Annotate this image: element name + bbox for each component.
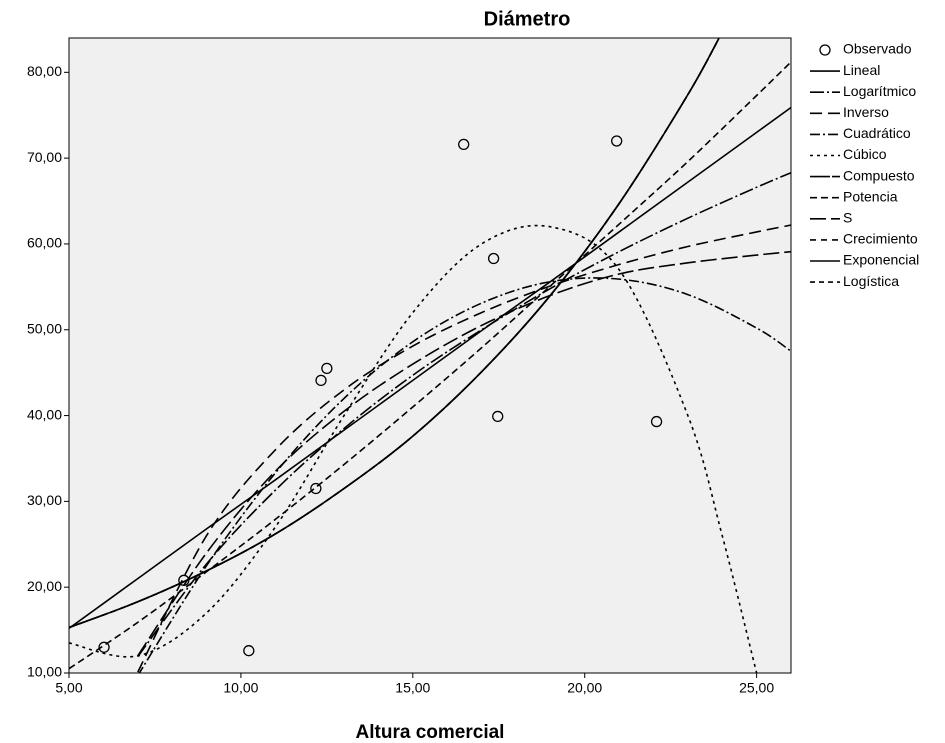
- legend-label: Logarítmico: [843, 83, 916, 99]
- fit-curve: [69, 106, 791, 630]
- y-tick-label: 50,00: [27, 320, 62, 336]
- y-tick-label: 20,00: [27, 578, 62, 594]
- legend-label: Compuesto: [843, 167, 915, 183]
- legend-label: Potencia: [843, 188, 898, 204]
- y-tick-label: 80,00: [27, 63, 62, 79]
- legend-label: Lineal: [843, 62, 880, 78]
- observed-point: [243, 645, 255, 657]
- x-tick-label: 25,00: [739, 680, 774, 696]
- fit-curve: [69, 61, 791, 670]
- y-tick-label: 30,00: [27, 492, 62, 508]
- observed-point: [611, 135, 623, 147]
- legend-label: Exponencial: [843, 252, 919, 268]
- observed-point: [310, 482, 322, 495]
- x-tick-label: 15,00: [395, 680, 430, 696]
- observed-point: [315, 374, 327, 387]
- plot-area: [68, 37, 792, 674]
- legend-symbol: [819, 44, 831, 56]
- x-tick-label: 5,00: [55, 680, 82, 696]
- legend-label: Logística: [843, 273, 899, 289]
- x-axis-label: Altura comercial: [356, 722, 505, 743]
- legend-label: Cúbico: [843, 146, 887, 162]
- observed-point: [178, 574, 190, 586]
- observed-point: [98, 641, 110, 653]
- y-tick-label: 40,00: [27, 406, 62, 422]
- fit-curve: [137, 224, 791, 673]
- y-tick-label: 60,00: [27, 235, 62, 251]
- plot-content: [69, 38, 791, 673]
- fit-curve: [137, 250, 791, 657]
- legend-label: Observado: [843, 41, 912, 57]
- x-tick-label: 10,00: [223, 680, 258, 696]
- observed-point: [321, 362, 333, 375]
- legend-label: Inverso: [843, 104, 889, 120]
- legend-label: Cuadrático: [843, 125, 911, 141]
- y-tick-label: 10,00: [27, 664, 62, 680]
- observed-point: [487, 252, 500, 265]
- x-tick-label: 20,00: [567, 680, 602, 696]
- legend-label: Crecimiento: [843, 231, 918, 247]
- observed-point: [458, 138, 470, 151]
- legend-label: S: [843, 210, 852, 226]
- chart-title: Diámetro: [484, 8, 571, 30]
- y-tick-label: 70,00: [27, 149, 62, 165]
- observed-point: [650, 415, 663, 428]
- fit-curve: [137, 171, 791, 658]
- fit-curve: [69, 38, 720, 629]
- observed-point: [492, 410, 504, 423]
